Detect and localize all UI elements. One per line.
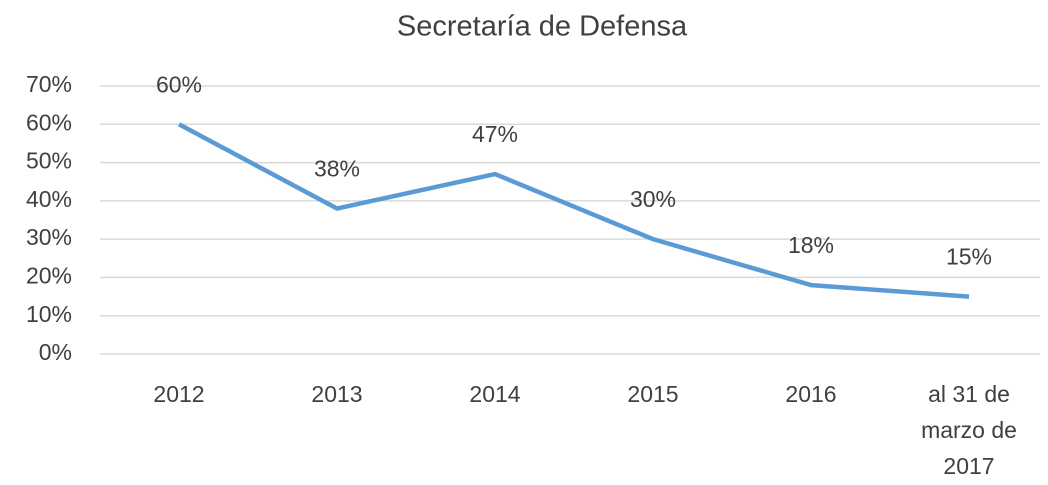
y-tick-label: 40% (26, 186, 72, 212)
x-tick-label-box: 2016 (785, 381, 837, 407)
y-tick-label: 70% (26, 71, 72, 97)
data-label: 30% (630, 186, 676, 212)
y-tick-label: 20% (26, 263, 72, 289)
chart-title: Secretaría de Defensa (397, 11, 688, 43)
x-tick-label: 2012 (153, 381, 205, 407)
x-tick-label: 2015 (627, 381, 679, 407)
x-tick-label-box: 2014 (469, 381, 521, 407)
line (177, 122, 970, 299)
y-tick-label: 0% (39, 339, 72, 365)
data-label: 60% (156, 71, 202, 97)
data-label: 47% (472, 121, 518, 147)
y-tick-label: 50% (26, 148, 72, 174)
x-tick-label: 2016 (785, 381, 837, 407)
x-tick-label: 2014 (469, 381, 521, 407)
x-tick-label: al 31 de marzo de 2017 (921, 381, 1017, 479)
x-tick-label-box: al 31 de marzo de 2017 (921, 381, 1017, 479)
data-label: 38% (314, 156, 360, 182)
x-tick-label-box: 2015 (627, 381, 679, 407)
y-tick-label: 10% (26, 301, 72, 327)
y-tick-label: 60% (26, 109, 72, 135)
data-label: 18% (788, 232, 834, 258)
y-tick-label: 30% (26, 224, 72, 250)
data-label: 15% (946, 244, 992, 270)
x-tick-label-box: 2012 (153, 381, 205, 407)
x-tick-label-box: 2013 (311, 381, 363, 407)
x-tick-label: 2013 (311, 381, 363, 407)
